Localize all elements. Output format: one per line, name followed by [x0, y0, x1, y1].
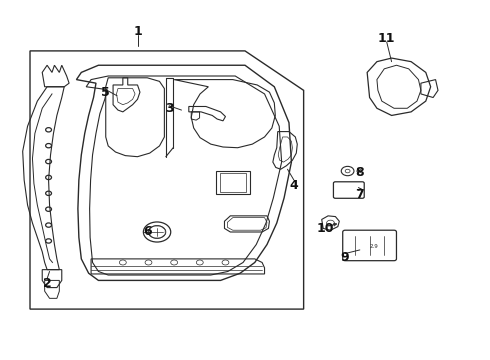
Circle shape [345, 169, 350, 173]
Text: 6: 6 [143, 225, 151, 238]
Text: 3: 3 [165, 102, 173, 115]
Text: 7: 7 [355, 188, 364, 201]
Text: 9: 9 [341, 251, 349, 264]
Text: 8: 8 [356, 166, 364, 179]
Text: 11: 11 [378, 32, 395, 45]
Text: 1: 1 [133, 25, 142, 38]
Text: 2: 2 [43, 278, 51, 291]
Text: 2.9: 2.9 [370, 244, 379, 249]
Text: 5: 5 [101, 86, 110, 99]
Bar [220, 173, 246, 192]
Bar [216, 171, 250, 194]
Text: 10: 10 [317, 222, 334, 235]
Text: 4: 4 [290, 179, 298, 192]
